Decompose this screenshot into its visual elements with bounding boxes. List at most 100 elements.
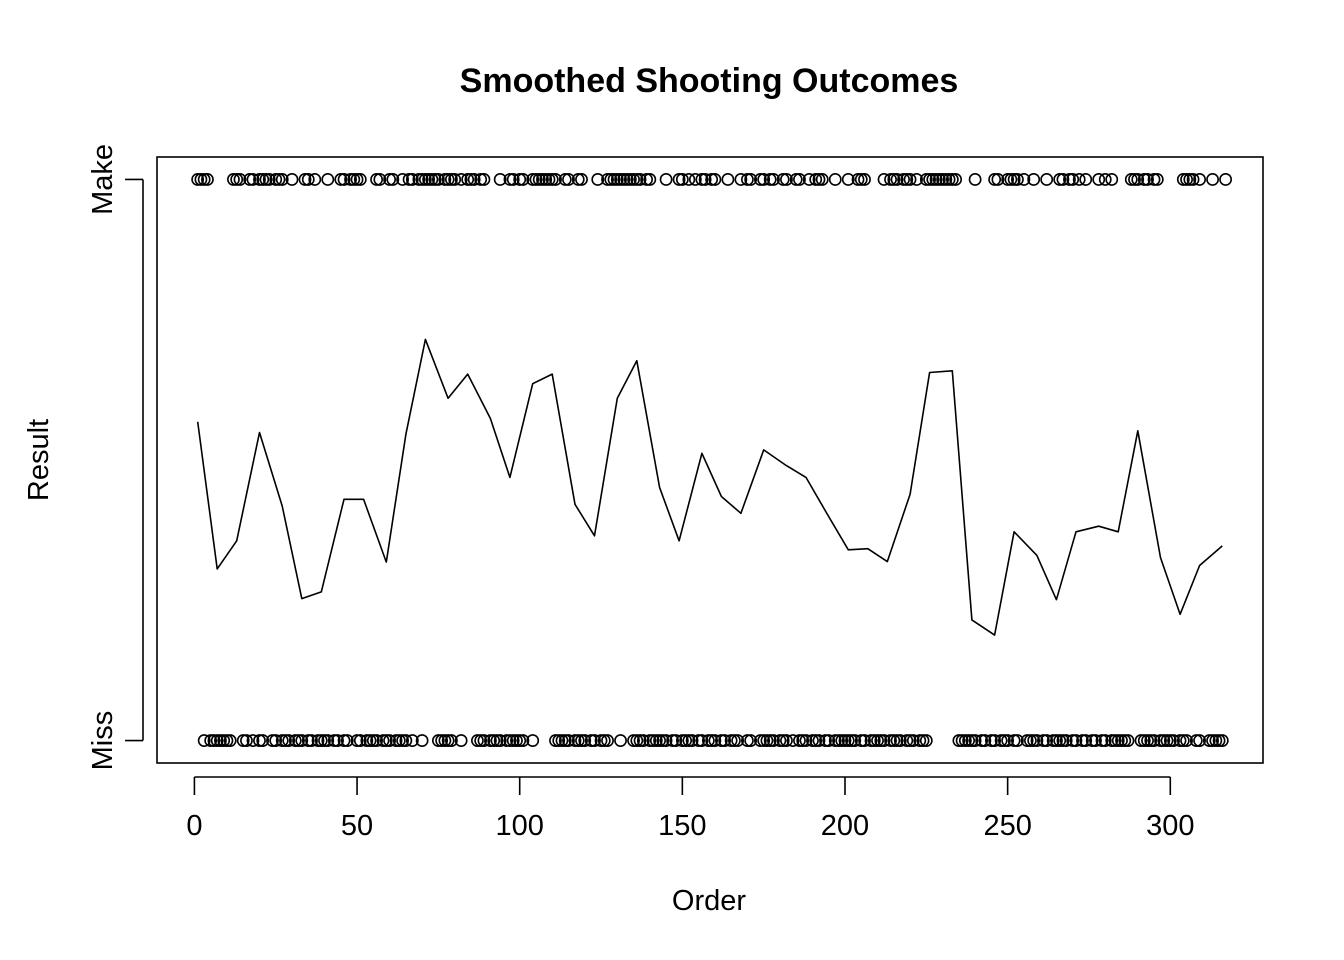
data-point <box>767 734 780 747</box>
data-point <box>1147 734 1161 747</box>
data-point <box>939 173 953 186</box>
data-point <box>871 734 884 747</box>
data-point <box>269 734 283 747</box>
data-point <box>562 734 575 747</box>
data-point <box>1128 173 1141 186</box>
data-point <box>822 734 836 747</box>
data-point <box>643 173 657 186</box>
data-point <box>887 734 901 747</box>
data-point <box>763 173 777 186</box>
data-point <box>812 173 826 186</box>
data-point <box>207 734 221 747</box>
data-point <box>929 173 943 186</box>
data-point <box>926 173 940 186</box>
data-point <box>1056 734 1070 747</box>
data-point <box>444 734 458 747</box>
data-point <box>1121 734 1135 747</box>
data-point <box>558 734 572 747</box>
data-point <box>584 734 598 747</box>
data-point <box>757 173 771 186</box>
data-point <box>682 173 696 186</box>
data-point <box>884 734 897 747</box>
data-point <box>688 173 702 186</box>
data-point <box>353 173 367 186</box>
data-point <box>1056 173 1070 186</box>
data-point <box>240 734 253 747</box>
data-point <box>493 734 507 747</box>
data-point <box>601 173 614 186</box>
data-point <box>741 734 754 747</box>
data-point <box>1219 173 1232 186</box>
data-point <box>282 734 296 747</box>
data-point <box>431 734 445 747</box>
data-point <box>305 734 318 747</box>
data-point <box>900 173 914 186</box>
data-point <box>461 173 475 186</box>
data-point <box>1040 173 1054 186</box>
data-point <box>708 173 722 186</box>
data-point <box>841 173 855 186</box>
data-point <box>890 734 904 747</box>
data-point <box>714 734 728 747</box>
data-point <box>545 173 559 186</box>
plot-frame <box>156 156 1264 764</box>
data-point <box>646 734 660 747</box>
data-point <box>877 734 891 747</box>
data-point <box>1095 734 1109 747</box>
data-point <box>500 734 514 747</box>
data-point <box>1141 734 1154 747</box>
data-point <box>1134 734 1148 747</box>
data-point <box>373 173 387 186</box>
data-point <box>594 734 608 747</box>
data-point <box>1040 734 1054 747</box>
data-point <box>487 734 501 747</box>
data-point <box>913 734 927 747</box>
data-point <box>786 734 800 747</box>
data-point <box>884 173 897 186</box>
data-point <box>490 734 504 747</box>
data-point <box>464 173 478 186</box>
data-point <box>477 173 491 186</box>
data-point <box>441 734 455 747</box>
data-point <box>1046 734 1060 747</box>
data-point <box>994 734 1008 747</box>
data-point <box>1098 734 1112 747</box>
data-point <box>288 734 302 747</box>
data-point <box>1160 734 1174 747</box>
data-point <box>285 173 299 186</box>
data-point <box>695 734 709 747</box>
data-point <box>412 173 426 186</box>
data-point <box>1027 734 1041 747</box>
data-point <box>405 734 419 747</box>
data-point <box>815 173 829 186</box>
data-point <box>1105 173 1119 186</box>
data-point <box>363 734 377 747</box>
data-point <box>828 173 842 186</box>
data-point <box>877 173 891 186</box>
y-axis: Miss Make <box>87 144 144 770</box>
data-point <box>1007 734 1021 747</box>
data-point <box>197 734 211 747</box>
data-point <box>197 173 211 186</box>
data-point <box>1193 734 1206 747</box>
data-point <box>854 173 868 186</box>
data-point <box>718 734 732 747</box>
data-point <box>610 173 624 186</box>
data-point <box>588 734 601 747</box>
x-tick-label: 0 <box>186 810 202 842</box>
x-tick-label: 150 <box>658 810 706 842</box>
data-point <box>474 173 488 186</box>
data-point <box>675 734 689 747</box>
data-point <box>627 734 640 747</box>
data-point <box>370 173 383 186</box>
data-point <box>721 173 735 186</box>
data-point <box>1180 173 1193 186</box>
data-point <box>919 734 933 747</box>
data-point <box>256 173 270 186</box>
data-point <box>370 734 383 747</box>
data-point <box>679 734 693 747</box>
data-point <box>513 734 527 747</box>
data-point <box>526 173 540 186</box>
data-point <box>988 734 1002 747</box>
